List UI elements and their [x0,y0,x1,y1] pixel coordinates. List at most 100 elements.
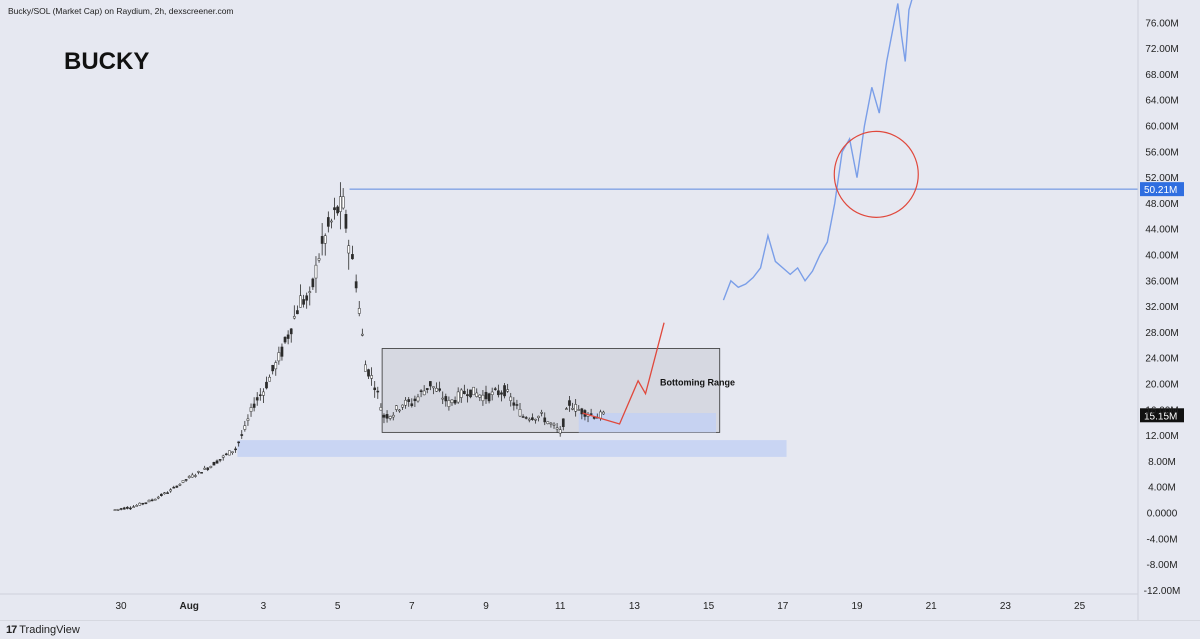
candle-body [317,258,321,261]
candle-body [231,451,234,453]
candle-body [262,391,265,396]
x-axis[interactable]: 30 Aug 3 5 7 9 11 13 15 17 19 21 23 25 [0,593,1138,612]
y-tick-label: 68.00M [1145,70,1178,81]
x-tick-label: 17 [777,601,789,612]
y-axis[interactable]: 76.00M 72.00M 68.00M 64.00M 60.00M 56.00M 52.0… [1137,0,1181,620]
candle-body [344,214,348,229]
candle-body [147,499,151,503]
candle-body [221,455,225,458]
candle-body [296,310,299,315]
projection-line [722,0,913,301]
candle-body [286,334,290,339]
candle-body [512,402,516,406]
candle-body [425,388,429,390]
candle-body [540,412,543,414]
candle-body [184,479,188,481]
candle-body [357,308,361,314]
candle-body [129,507,132,510]
candle-body [138,502,142,506]
candle-body [518,409,522,417]
candle-body [466,394,469,397]
candle-body [487,393,491,402]
candle-body [126,506,129,509]
candle-body [116,508,120,511]
candle-body [537,415,540,418]
candle-body [172,486,176,489]
candle-body [432,386,435,389]
candle-body [450,399,454,404]
y-tick-label: 56.00M [1145,147,1178,158]
y-tick-label: -12.00M [1144,586,1181,597]
candle-body [475,392,479,397]
projection-series [582,0,913,425]
candle-body [249,407,253,412]
candle-body [379,407,383,411]
candle-body [302,299,305,305]
candle-body [382,414,386,418]
x-tick-label: 15 [703,601,715,612]
x-tick-label: 5 [335,601,341,612]
candle-body [209,466,213,468]
y-tick-label: 64.00M [1145,96,1178,107]
candle-body [565,408,568,410]
candle-body [580,408,584,415]
y-tick-label: 36.00M [1145,276,1178,287]
candle-body [410,403,414,407]
x-tick-label: 23 [1000,601,1012,612]
y-tick-label: 16.00M [1145,405,1178,416]
candle-body [141,502,145,505]
x-tick-label: 13 [629,601,641,612]
ticker-title: BUCKY [64,48,150,75]
candle-body [531,417,534,420]
candle-body [364,364,367,372]
candle-body [339,196,342,212]
candle-body [561,418,565,427]
candle-body [419,390,423,392]
y-tick-label: 48.00M [1145,199,1178,210]
candle-body [577,409,581,411]
candle-body [160,493,163,496]
candle-body [515,404,519,406]
last-price-tag-label: 15.15M [1144,411,1177,422]
candle-body [113,509,117,511]
candle-body [132,506,135,508]
candle-body [568,400,571,406]
candle-body [527,418,531,421]
candle-body [398,409,401,412]
candle-body [351,254,354,260]
candle-body [122,507,126,510]
support-zone [237,440,787,457]
y-tick-label: 24.00M [1145,354,1178,365]
candle-body [252,403,256,408]
tradingview-logo[interactable]: 17 TradingView [6,624,80,636]
candle-body [178,484,182,486]
candle-body [456,391,460,403]
candle-body [187,476,191,478]
candle-body [283,336,287,343]
candle-body [265,381,268,389]
tradingview-logo-icon: 17 [6,624,17,636]
candle-body [119,508,123,510]
y-tick-label: 4.00M [1148,483,1176,494]
y-tick-label: 0.0000 [1147,509,1178,520]
candle-body [524,417,528,419]
last-price-tag [1140,408,1184,423]
candle-body [376,390,380,393]
x-tick-label: 19 [851,601,863,612]
candle-body [441,397,445,400]
candle-body [280,346,284,357]
x-tick-label: 3 [261,601,267,612]
candle-body [258,394,262,396]
candle-body [463,390,466,394]
red-projection-path [582,322,665,425]
y-tick-label: 44.00M [1145,225,1178,236]
candle-body [308,291,312,293]
candle-body [268,376,271,382]
candle-body [323,235,327,244]
x-tick-label: 21 [926,601,938,612]
candle-body [218,459,222,461]
candle-body [163,492,166,495]
candle-body [144,502,148,504]
candle-body [552,423,556,426]
